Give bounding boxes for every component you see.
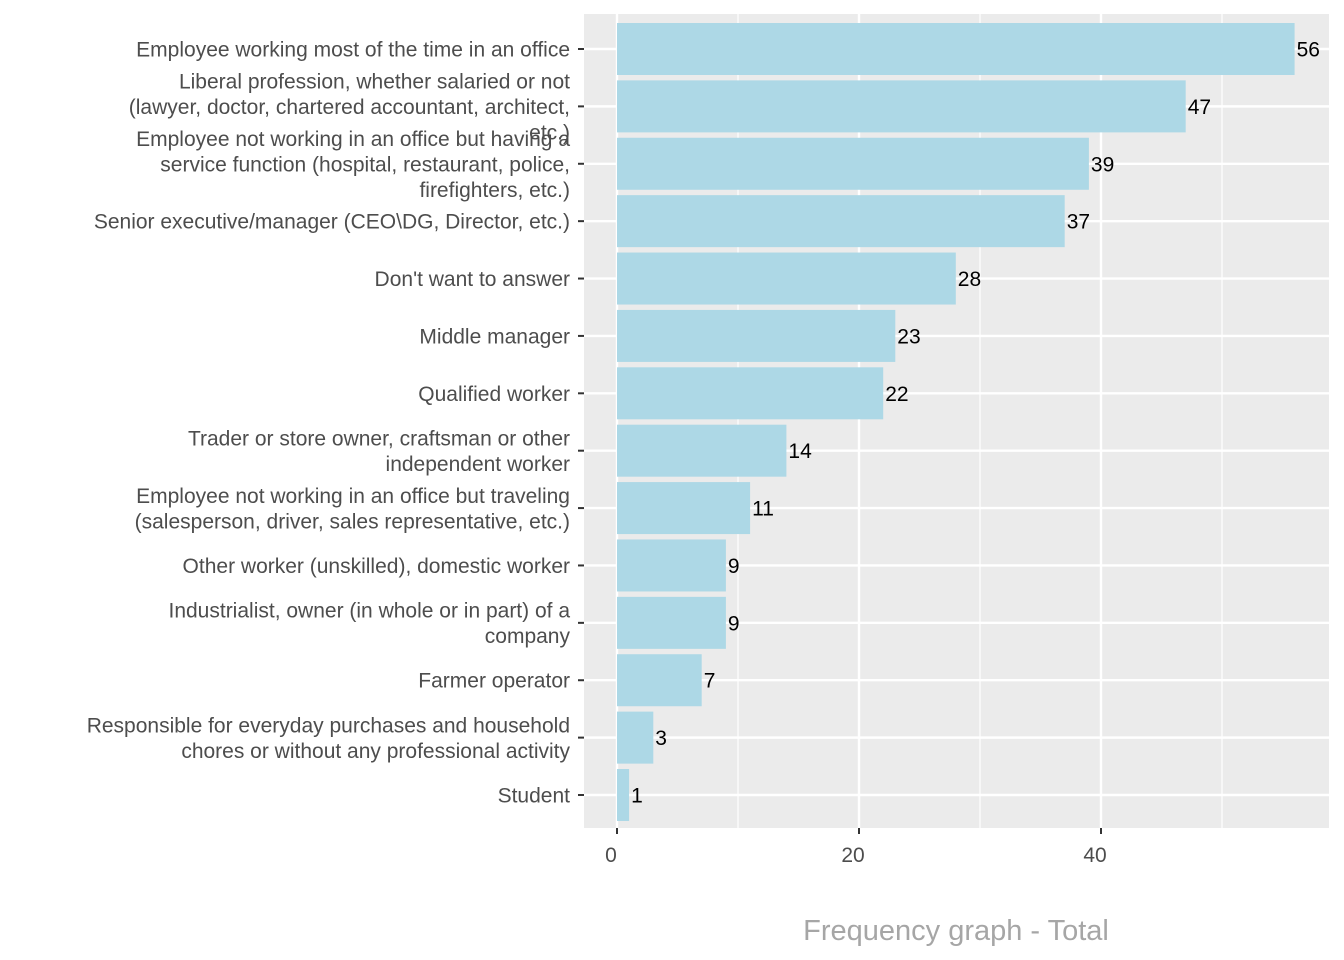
category-label-line: Farmer operator [418, 670, 570, 693]
category-label-line: (lawyer, doctor, chartered accountant, a… [129, 96, 570, 119]
category-label-line: Senior executive/manager (CEO\DG, Direct… [94, 211, 570, 234]
bar [617, 482, 751, 535]
bar [617, 769, 630, 821]
bar-value-label: 3 [655, 727, 667, 750]
bar-value-label: 11 [752, 498, 774, 521]
category-label-line: firefighters, etc.) [419, 179, 570, 202]
bar [617, 424, 787, 477]
category-label: Other worker (unskilled), domestic worke… [183, 555, 570, 578]
category-label-line: Don't want to answer [375, 268, 570, 291]
category-label-line: Qualified worker [418, 383, 570, 406]
x-tick-label: 40 [1083, 844, 1106, 867]
category-label-line: company [485, 625, 571, 648]
category-label: Middle manager [419, 325, 570, 348]
category-label-line: independent worker [386, 453, 570, 476]
x-tick-label: 0 [605, 844, 617, 867]
bar [617, 23, 1295, 75]
category-label: Don't want to answer [375, 268, 570, 291]
value-labels: 56 47 39 37 28 23 22 14 11 9 9 7 3 1 [631, 39, 1320, 808]
category-label: Industrialist, owner (in whole or in par… [168, 600, 570, 649]
category-label: Responsible for everyday purchases and h… [87, 714, 571, 763]
bar [617, 309, 896, 362]
bar-value-label: 1 [631, 785, 643, 808]
category-label-line: Employee not working in an office but ha… [136, 128, 570, 151]
bar-value-label: 39 [1091, 153, 1114, 176]
x-axis-title: Frequency graph - Total [803, 915, 1109, 947]
category-label-line: Other worker (unskilled), domestic worke… [183, 555, 570, 578]
category-label: Trader or store owner, craftsman or othe… [188, 427, 570, 476]
category-label-line: Trader or store owner, craftsman or othe… [188, 427, 570, 450]
category-label: Farmer operator [418, 670, 570, 693]
category-label-line: (salesperson, driver, sales representati… [135, 510, 570, 533]
category-label-line: Employee not working in an office but tr… [136, 485, 570, 508]
bar-value-label: 9 [728, 612, 740, 635]
y-axis: Employee working most of the time in an … [87, 39, 584, 808]
bar [617, 367, 884, 420]
category-label: Student [498, 785, 571, 808]
category-label-line: service function (hospital, restaurant, … [160, 153, 570, 176]
x-tick-label: 20 [841, 844, 864, 867]
x-axis: 0 20 40 [605, 828, 1107, 867]
bar-value-label: 23 [897, 325, 920, 348]
bar [617, 80, 1186, 133]
category-label: Qualified worker [418, 383, 570, 406]
bar [617, 596, 726, 649]
category-label-line: Student [498, 785, 571, 808]
category-label-line: chores or without any professional activ… [181, 740, 570, 763]
category-label: Employee not working in an office but tr… [135, 485, 570, 533]
bar-value-label: 7 [704, 670, 716, 693]
bar-value-label: 14 [788, 440, 812, 463]
bar [617, 711, 654, 764]
bar [617, 252, 956, 305]
category-label: Employee not working in an office but ha… [136, 128, 570, 202]
category-label: Employee working most of the time in an … [136, 39, 570, 62]
category-label-line: Responsible for everyday purchases and h… [87, 714, 570, 737]
category-label-line: Industrialist, owner (in whole or in par… [168, 600, 570, 623]
category-label-line: etc.) [529, 121, 570, 144]
bar-value-label: 9 [728, 555, 740, 578]
category-label: Senior executive/manager (CEO\DG, Direct… [94, 211, 570, 234]
bars [617, 23, 1295, 821]
category-label-line: Liberal profession, whether salaried or … [179, 70, 570, 93]
bar [617, 195, 1065, 248]
bar-value-label: 22 [885, 383, 908, 406]
bar [617, 137, 1089, 190]
bar-value-label: 37 [1067, 211, 1090, 234]
bar-value-label: 28 [958, 268, 981, 291]
bar-value-label: 47 [1188, 96, 1211, 119]
category-label-line: Employee working most of the time in an … [136, 39, 570, 62]
category-label-line: Middle manager [419, 325, 570, 348]
bar [617, 539, 726, 592]
category-label: Liberal profession, whether salaried or … [129, 70, 570, 144]
bar [617, 654, 702, 707]
bar-value-label: 56 [1297, 39, 1320, 62]
